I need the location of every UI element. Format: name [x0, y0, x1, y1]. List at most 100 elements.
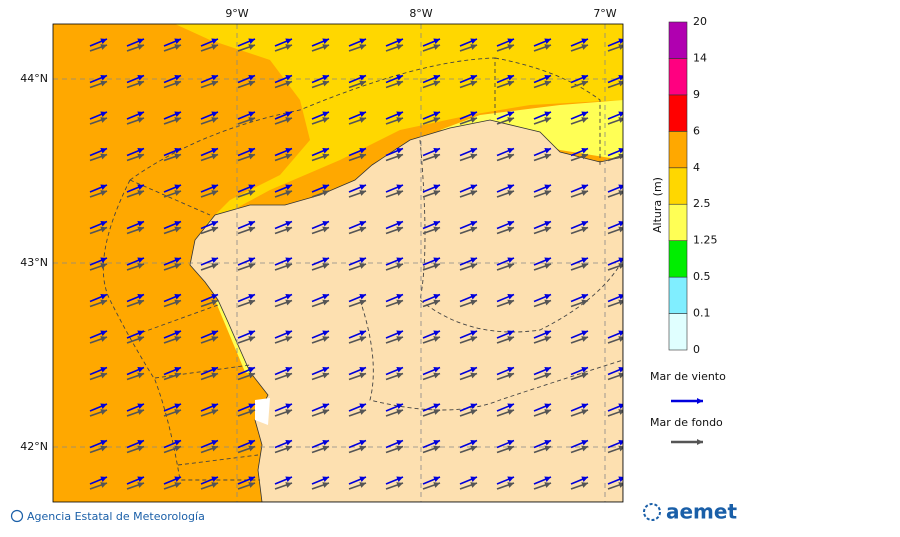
arrow-head [396, 409, 403, 415]
arrow-head [581, 38, 588, 45]
arrow-head [322, 257, 329, 264]
arrow-head [507, 294, 514, 300]
arrow-head [100, 190, 107, 196]
arrow [496, 476, 515, 485]
arrow [163, 445, 182, 454]
arrow-head [211, 226, 218, 233]
arrow [422, 336, 441, 344]
arrow [163, 372, 182, 381]
arrow-head [100, 80, 107, 87]
arrow-head [581, 153, 588, 160]
arrow [570, 372, 589, 381]
arrow [200, 403, 219, 412]
arrow-head [507, 440, 514, 446]
arrow-head [507, 263, 514, 269]
arrow [237, 220, 256, 230]
arrow [533, 220, 552, 230]
arrow [126, 445, 145, 454]
arrow [385, 153, 404, 162]
arrow-head [470, 226, 477, 233]
lat-label: 43°N [20, 256, 48, 269]
arrow [496, 74, 515, 84]
arrow-head [507, 38, 514, 45]
arrow-head [322, 38, 329, 45]
arrow [607, 476, 623, 485]
arrow [459, 111, 478, 120]
arrow-head [285, 330, 292, 337]
colorbar-label: 20 [693, 15, 707, 28]
arrow-head [433, 117, 440, 123]
arrow [348, 153, 367, 162]
arrow-head [396, 372, 403, 379]
arrow [570, 220, 589, 230]
arrow [422, 330, 441, 339]
arrow-head [618, 336, 623, 342]
arrow-head [137, 80, 144, 87]
arrow-head [137, 117, 144, 123]
arrow [348, 38, 367, 47]
arrow [496, 409, 515, 417]
arrow [274, 372, 293, 381]
arrow-head [359, 336, 366, 342]
arrow [459, 445, 478, 454]
arrow-head [285, 38, 292, 45]
arrow-head [359, 445, 366, 452]
arrow [163, 263, 182, 271]
arrow-head [507, 111, 514, 118]
arrow [570, 111, 589, 120]
arrow [422, 403, 441, 412]
land-white [255, 398, 270, 425]
arrow-head [359, 294, 366, 300]
arrow [570, 226, 589, 235]
arrow [607, 257, 623, 266]
arrow [200, 44, 219, 52]
arrow [496, 190, 515, 198]
arrow-head [137, 221, 144, 227]
arrow [496, 366, 515, 376]
arrow [311, 366, 330, 376]
arrow-head [507, 80, 514, 87]
arrow [607, 117, 623, 125]
arrow-head [322, 336, 329, 342]
arrow-head [507, 226, 514, 233]
arrow-head [470, 38, 477, 45]
arrow-head [359, 38, 366, 45]
arrow [496, 263, 515, 271]
arrow-head [100, 75, 107, 81]
arrow-head [137, 294, 144, 300]
arrow [200, 366, 219, 376]
arrow-head [174, 226, 181, 233]
arrow [422, 482, 441, 490]
arrow [496, 226, 515, 235]
arrow-head [100, 184, 107, 191]
arrow-head [248, 476, 255, 483]
arrow-head [137, 409, 144, 415]
arrow-head [470, 403, 477, 410]
arrow-head [211, 445, 218, 452]
arrow [607, 111, 623, 120]
arrow [274, 153, 293, 162]
arrow-head [100, 482, 107, 488]
arrow [89, 366, 108, 376]
arrow [385, 439, 404, 449]
arrow-head [507, 330, 514, 337]
arrow-head [433, 44, 440, 50]
arrow-head [359, 476, 366, 483]
arrow-head [322, 153, 329, 160]
colorbar-segment [668, 276, 688, 314]
arrow-head [470, 299, 477, 306]
arrow [385, 293, 404, 303]
arrow-head [507, 190, 514, 196]
arrow [89, 439, 108, 449]
arrow [496, 372, 515, 381]
arrow-head [581, 440, 588, 446]
arrow-head [433, 440, 440, 446]
arrow [385, 184, 404, 193]
arrow [237, 74, 256, 84]
arrow-head [322, 221, 329, 227]
arrow-head [618, 403, 623, 410]
arrow-head [507, 44, 514, 50]
arrow [570, 445, 589, 454]
arrow-head [359, 226, 366, 233]
arrow [533, 147, 552, 157]
